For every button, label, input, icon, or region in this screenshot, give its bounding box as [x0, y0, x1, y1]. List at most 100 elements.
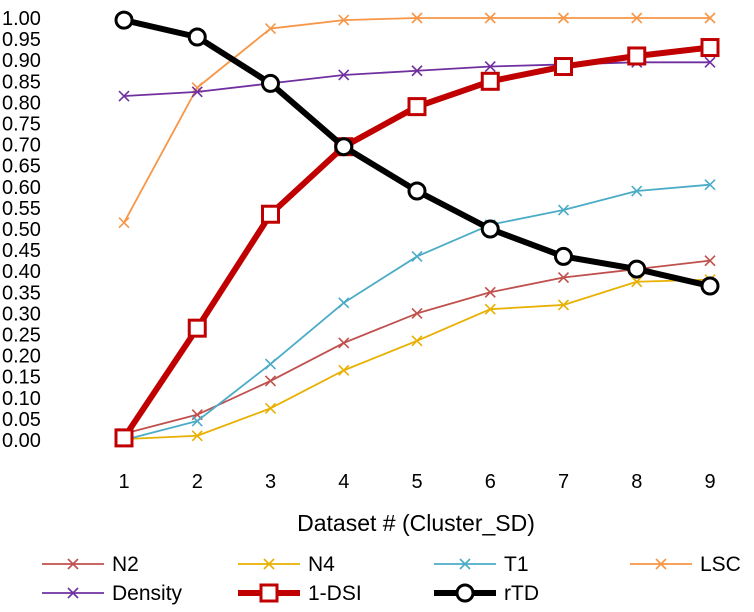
legend-label-density: Density	[112, 582, 183, 605]
data-point-lsc	[557, 12, 570, 24]
legend-item-lsc: LSC	[630, 553, 741, 576]
data-point-1-dsi	[627, 46, 647, 66]
x-tick-label: 8	[631, 471, 642, 493]
data-point-density	[704, 56, 716, 68]
y-tick-label: 0.40	[2, 261, 41, 283]
legend-item-t1: T1	[434, 553, 529, 576]
y-axis-ticks: 0.000.050.100.150.200.250.300.350.400.45…	[2, 8, 41, 452]
y-tick-label: 0.10	[2, 388, 41, 410]
data-point-lsc	[411, 12, 423, 24]
x-tick-label: 6	[485, 471, 496, 493]
data-point-rtd	[554, 246, 573, 266]
data-point-rtd	[334, 137, 354, 157]
data-point-lsc	[704, 12, 716, 24]
series-lsc	[118, 12, 716, 229]
series-1-dsi	[114, 38, 720, 448]
data-point-density	[338, 69, 350, 81]
legend-marker-n4	[263, 558, 275, 570]
y-tick-label: 0.15	[2, 367, 41, 389]
legend-label-t1: T1	[504, 553, 529, 576]
legend-marker-density	[67, 587, 79, 599]
data-point-n4	[484, 303, 496, 315]
series-rtd	[114, 10, 720, 296]
x-tick-label: 4	[338, 471, 349, 493]
data-point-lsc	[338, 14, 350, 26]
data-point-n4	[411, 335, 423, 347]
data-point-lsc	[631, 12, 643, 24]
data-point-1-dsi	[554, 57, 573, 77]
y-tick-label: 0.75	[2, 114, 41, 136]
y-tick-label: 0.05	[2, 409, 41, 431]
y-tick-label: 0.50	[2, 219, 41, 241]
data-point-n2	[338, 337, 350, 349]
y-tick-label: 0.60	[2, 177, 41, 199]
legend-label-lsc: LSC	[700, 553, 741, 576]
y-tick-label: 0.95	[2, 29, 41, 51]
data-point-n4	[338, 364, 350, 376]
data-point-n2	[264, 375, 277, 387]
x-tick-label: 7	[558, 471, 569, 493]
x-axis-ticks: 1 2 3 4 5 6 7 8 9	[118, 471, 715, 493]
data-point-density	[484, 60, 496, 73]
x-tick-label: 2	[192, 471, 203, 493]
legend-marker-t1	[459, 558, 471, 570]
series-n2	[118, 255, 716, 440]
y-tick-label: 0.80	[2, 92, 41, 114]
x-axis-title: Dataset # (Cluster_SD)	[297, 510, 535, 536]
data-point-density	[118, 90, 130, 102]
data-point-1-dsi	[480, 71, 500, 91]
data-point-n2	[411, 307, 423, 319]
y-tick-label: 0.30	[2, 303, 41, 325]
y-tick-label: 0.25	[2, 325, 41, 347]
data-point-1-dsi	[407, 97, 427, 117]
legend-label-1-dsi: 1-DSI	[308, 582, 362, 605]
data-point-density	[191, 86, 203, 98]
data-point-rtd	[261, 73, 280, 93]
y-tick-label: 0.45	[2, 240, 41, 262]
data-point-density	[411, 65, 423, 77]
series-layer	[114, 10, 720, 448]
x-tick-label: 1	[118, 471, 129, 493]
x-tick-label: 3	[265, 471, 276, 493]
legend-item-n4: N4	[238, 553, 335, 576]
series-n4	[118, 274, 716, 445]
legend-label-rtd: rTD	[504, 582, 539, 605]
data-point-n4	[191, 430, 203, 442]
data-point-lsc	[118, 217, 130, 229]
data-point-1-dsi	[700, 38, 720, 58]
y-tick-label: 0.20	[2, 346, 41, 368]
data-point-1-dsi	[261, 204, 280, 224]
data-point-rtd	[407, 181, 427, 201]
y-tick-label: 0.35	[2, 282, 41, 304]
y-tick-label: 0.65	[2, 156, 41, 178]
data-point-t1	[631, 185, 643, 197]
y-tick-label: 0.85	[2, 71, 41, 93]
data-point-t1	[411, 250, 423, 262]
y-tick-label: 0.55	[2, 198, 41, 220]
data-point-t1	[557, 204, 570, 216]
data-point-rtd	[187, 27, 207, 47]
data-point-n4	[557, 299, 570, 311]
y-tick-label: 1.00	[2, 8, 41, 30]
data-point-1-dsi	[114, 428, 134, 448]
data-point-n2	[484, 286, 496, 298]
series-line-density	[123, 61, 710, 97]
legend-marker-rtd	[455, 583, 475, 603]
legend-marker-n2	[67, 558, 79, 570]
data-point-t1	[704, 179, 716, 191]
data-point-lsc	[484, 12, 496, 24]
data-point-lsc	[264, 22, 277, 35]
data-point-n4	[264, 402, 277, 414]
data-point-n4	[631, 276, 643, 288]
y-tick-label: 0.90	[2, 50, 41, 72]
legend-marker-1-dsi	[259, 583, 279, 603]
data-point-rtd	[700, 276, 720, 296]
data-point-1-dsi	[187, 318, 207, 338]
y-tick-label: 0.00	[2, 430, 41, 452]
data-point-t1	[338, 297, 350, 309]
data-point-t1	[191, 415, 203, 427]
legend-marker-lsc	[655, 558, 667, 570]
legend-label-n4: N4	[308, 553, 335, 576]
